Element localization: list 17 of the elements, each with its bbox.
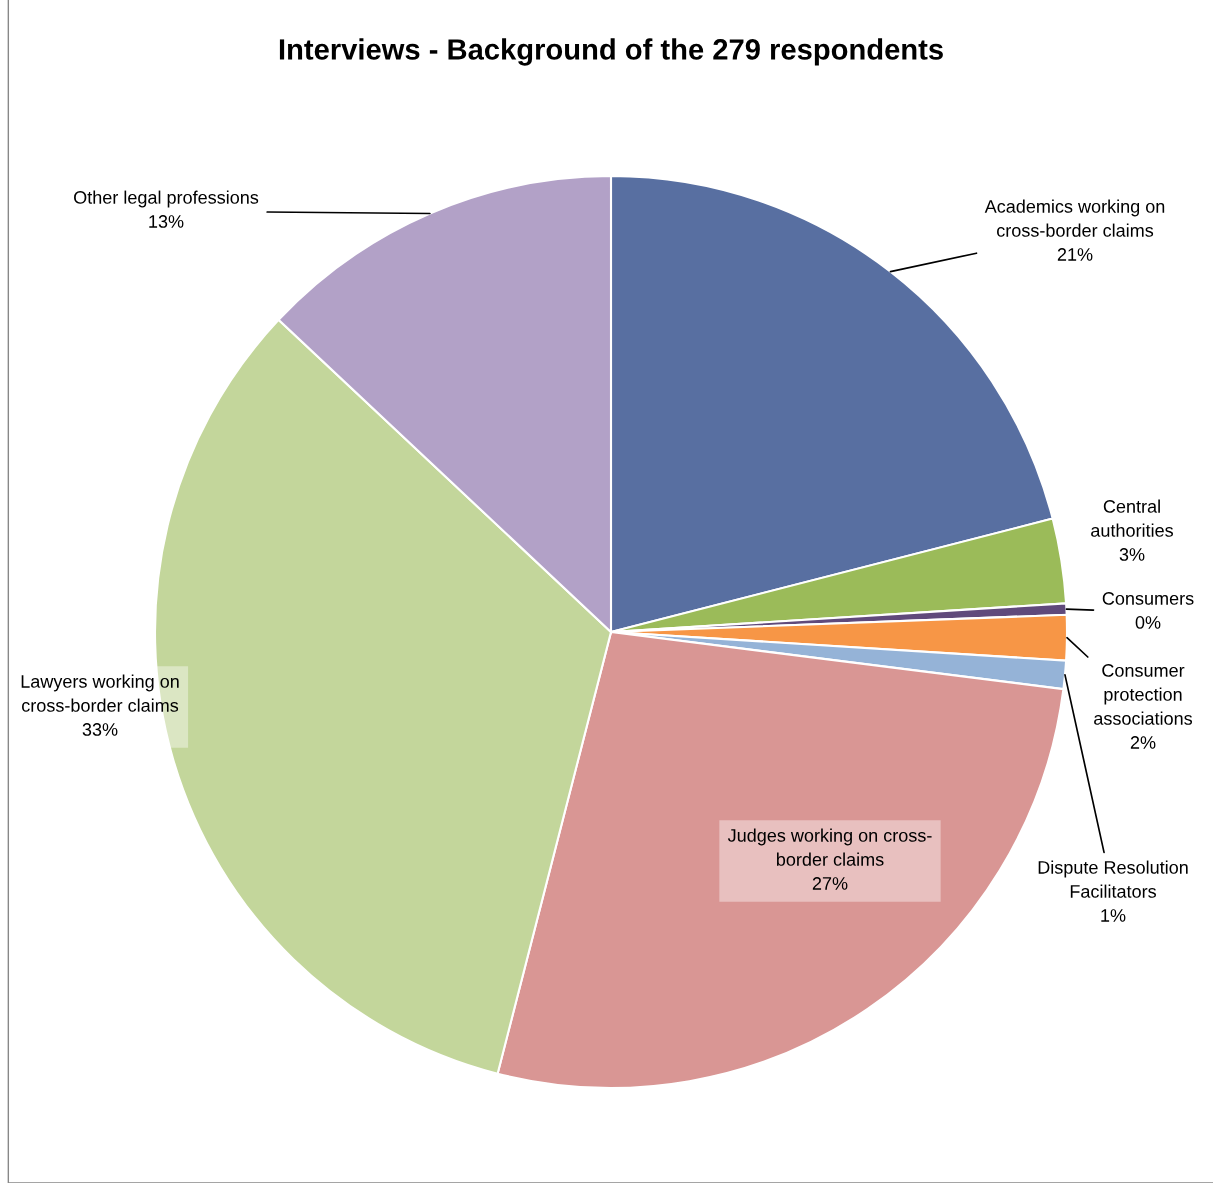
- data-label: 1%: [1101, 909, 1126, 922]
- slice-label: Other legal professions: [74, 190, 259, 208]
- data-label: 27%: [812, 877, 848, 890]
- slice-label: Dispute Resolution Facilitators: [1038, 860, 1188, 898]
- slice-label: Central authorities: [1091, 499, 1173, 537]
- slice-label: Consumers: [1102, 592, 1194, 605]
- slice-label: Judges working on cross-border claims: [727, 828, 932, 866]
- data-label: 13%: [149, 215, 184, 228]
- chart-title: Interviews - Background of the 279 respondents: [279, 38, 943, 66]
- slice-label: Academics working on cross-border claims: [984, 199, 1165, 237]
- slice-label: Consumer protection associations: [1094, 664, 1193, 725]
- data-label: 0%: [1135, 616, 1161, 629]
- data-label: 21%: [1057, 248, 1093, 261]
- data-label: 3%: [1119, 548, 1145, 561]
- data-label: 33%: [82, 723, 118, 736]
- slice-label: Lawyers working on cross-border claims: [21, 674, 179, 712]
- data-label: 2%: [1130, 736, 1156, 749]
